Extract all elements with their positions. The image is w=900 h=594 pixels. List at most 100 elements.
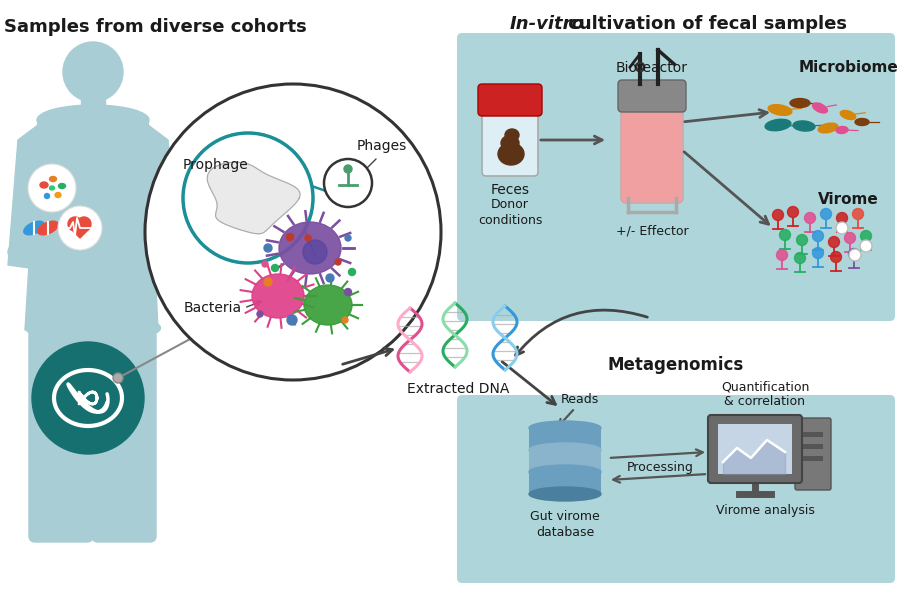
Ellipse shape — [156, 243, 178, 261]
Ellipse shape — [855, 118, 869, 125]
Circle shape — [287, 315, 297, 325]
Ellipse shape — [505, 129, 519, 141]
Text: Gut virome
database: Gut virome database — [530, 510, 600, 539]
Ellipse shape — [58, 184, 66, 188]
Bar — [529, 472, 601, 494]
FancyBboxPatch shape — [618, 80, 686, 112]
Text: Samples from diverse cohorts: Samples from diverse cohorts — [4, 18, 306, 36]
FancyBboxPatch shape — [457, 395, 895, 583]
Ellipse shape — [25, 314, 160, 342]
Ellipse shape — [841, 110, 856, 119]
Ellipse shape — [50, 186, 55, 190]
Ellipse shape — [769, 105, 792, 115]
Circle shape — [264, 244, 272, 252]
Text: Microbiome: Microbiome — [798, 60, 898, 75]
Bar — [803, 432, 823, 437]
Text: Bioreactor: Bioreactor — [616, 61, 688, 75]
Circle shape — [257, 311, 263, 317]
FancyBboxPatch shape — [482, 104, 538, 176]
Ellipse shape — [40, 182, 48, 188]
Circle shape — [63, 42, 123, 102]
Circle shape — [852, 208, 863, 220]
Circle shape — [831, 251, 842, 263]
Circle shape — [849, 248, 859, 260]
Circle shape — [788, 207, 798, 217]
Circle shape — [32, 342, 144, 454]
Circle shape — [813, 230, 824, 242]
Bar — [529, 450, 601, 472]
Bar — [529, 428, 601, 450]
Ellipse shape — [50, 176, 57, 182]
Polygon shape — [8, 125, 58, 268]
Circle shape — [77, 217, 91, 231]
Circle shape — [345, 289, 352, 295]
Circle shape — [262, 261, 268, 267]
Ellipse shape — [818, 123, 838, 133]
Text: In-vitro: In-vitro — [510, 15, 585, 33]
Text: Bacteria: Bacteria — [184, 301, 242, 315]
Ellipse shape — [498, 143, 524, 165]
FancyBboxPatch shape — [478, 84, 542, 116]
Circle shape — [342, 317, 348, 323]
Polygon shape — [69, 227, 91, 238]
Text: Quantification
& correlation: Quantification & correlation — [721, 380, 809, 408]
FancyBboxPatch shape — [81, 98, 105, 116]
Circle shape — [860, 230, 871, 242]
Circle shape — [796, 235, 807, 245]
Text: Virome: Virome — [817, 192, 878, 207]
Ellipse shape — [8, 243, 30, 261]
Circle shape — [305, 235, 311, 241]
Circle shape — [844, 232, 856, 244]
Circle shape — [113, 373, 123, 383]
Bar — [803, 444, 823, 449]
FancyBboxPatch shape — [457, 33, 895, 321]
Circle shape — [805, 213, 815, 223]
Circle shape — [58, 206, 102, 250]
Circle shape — [795, 252, 806, 264]
Ellipse shape — [37, 105, 149, 135]
Ellipse shape — [813, 103, 827, 113]
Circle shape — [836, 222, 848, 234]
FancyBboxPatch shape — [621, 97, 683, 203]
Ellipse shape — [38, 221, 58, 235]
Text: Donor
conditions: Donor conditions — [478, 198, 542, 227]
Ellipse shape — [765, 119, 791, 131]
Text: Extracted DNA: Extracted DNA — [407, 382, 509, 396]
Circle shape — [286, 233, 293, 241]
Ellipse shape — [279, 222, 341, 274]
Circle shape — [272, 264, 278, 271]
Text: Metagenomics: Metagenomics — [608, 356, 744, 374]
Circle shape — [348, 268, 356, 276]
Polygon shape — [207, 162, 300, 234]
Circle shape — [344, 165, 352, 173]
Circle shape — [829, 236, 840, 248]
Bar — [60, 326, 126, 366]
Polygon shape — [128, 125, 178, 268]
Bar — [718, 424, 792, 474]
Text: Feces: Feces — [491, 183, 529, 197]
Text: cultivation of fecal samples: cultivation of fecal samples — [562, 15, 847, 33]
Ellipse shape — [529, 487, 601, 501]
Circle shape — [335, 259, 341, 265]
Circle shape — [28, 164, 76, 212]
Polygon shape — [25, 118, 158, 330]
Ellipse shape — [790, 99, 810, 108]
Ellipse shape — [501, 135, 519, 150]
Ellipse shape — [529, 421, 601, 435]
FancyBboxPatch shape — [92, 320, 156, 542]
Ellipse shape — [23, 221, 44, 235]
Ellipse shape — [44, 194, 50, 198]
Text: +/- Effector: +/- Effector — [616, 224, 688, 237]
Circle shape — [183, 133, 313, 263]
Bar — [803, 456, 823, 461]
Circle shape — [324, 159, 372, 207]
Ellipse shape — [529, 465, 601, 479]
Circle shape — [68, 217, 82, 231]
Text: Reads: Reads — [561, 393, 599, 406]
Circle shape — [145, 84, 441, 380]
Circle shape — [821, 208, 832, 220]
Ellipse shape — [55, 192, 61, 197]
Circle shape — [849, 249, 861, 261]
FancyBboxPatch shape — [29, 320, 93, 542]
Circle shape — [303, 240, 327, 264]
